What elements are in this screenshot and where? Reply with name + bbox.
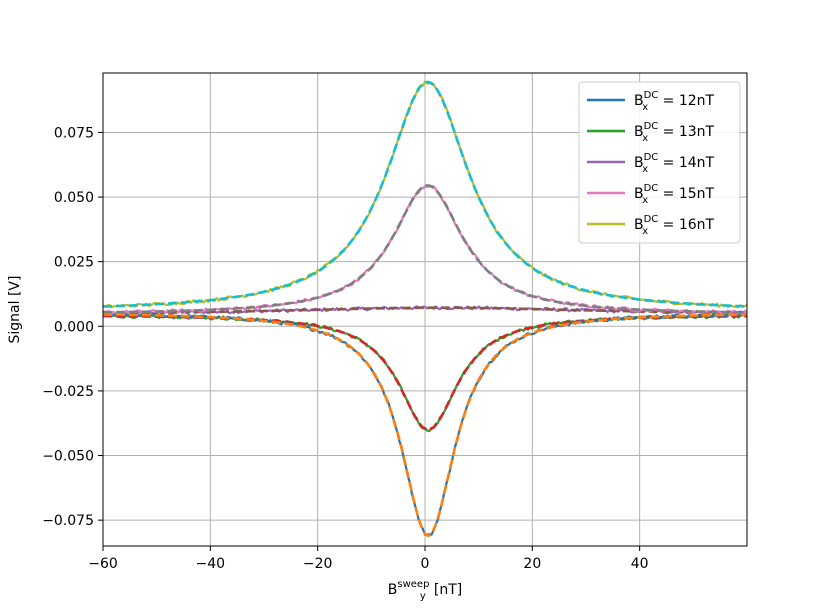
y-tick-label: 0.075: [54, 125, 94, 141]
x-tick-label: 20: [523, 556, 541, 572]
legend-entry-15nT: BDC x = 15nT: [634, 183, 715, 206]
y-tick-label: −0.050: [42, 449, 94, 465]
plot-area: [103, 80, 747, 537]
x-axis-label-sub: y: [420, 591, 426, 602]
legend-entry-12nT: BDC x = 12nT: [634, 90, 715, 113]
legend-entry-16nT: BDC x = 16nT: [634, 214, 715, 237]
x-tick-label: 0: [421, 556, 430, 572]
fit-line-16nT: [103, 80, 747, 308]
x-axis-label: Bsweep y [nT]: [388, 579, 462, 602]
fit-line-12nT: [103, 313, 747, 537]
x-tick-label: 40: [631, 556, 649, 572]
legend-entry-14nT: BDC x = 14nT: [634, 152, 715, 175]
legend: BDC x = 12nT BDC x = 13nT BDC x = 14nT BDC x = …: [578, 81, 741, 244]
x-axis: −60 −40 −20 0 20 40: [88, 546, 649, 572]
y-tick-label: −0.025: [42, 384, 94, 400]
x-tick-label: −40: [196, 556, 226, 572]
x-tick-label: −20: [303, 556, 333, 572]
x-axis-label-base: B: [388, 582, 398, 598]
y-axis: −0.075 −0.050 −0.025 0.000 0.025 0.050 0.075: [42, 125, 103, 529]
y-tick-label: 0.025: [54, 255, 94, 271]
x-tick-label: −60: [88, 556, 118, 572]
legend-entry-13nT: BDC x = 13nT: [634, 121, 715, 144]
y-tick-label: 0.050: [54, 190, 94, 206]
y-axis-label: Signal [V]: [7, 276, 23, 344]
fit-line-15nT: [103, 184, 747, 314]
y-tick-label: −0.075: [42, 513, 94, 529]
x-axis-label-unit: [nT]: [429, 582, 462, 598]
x-axis-label-sup: sweep: [397, 579, 429, 590]
y-tick-label: 0.000: [54, 319, 94, 335]
legend-box: [578, 81, 741, 244]
